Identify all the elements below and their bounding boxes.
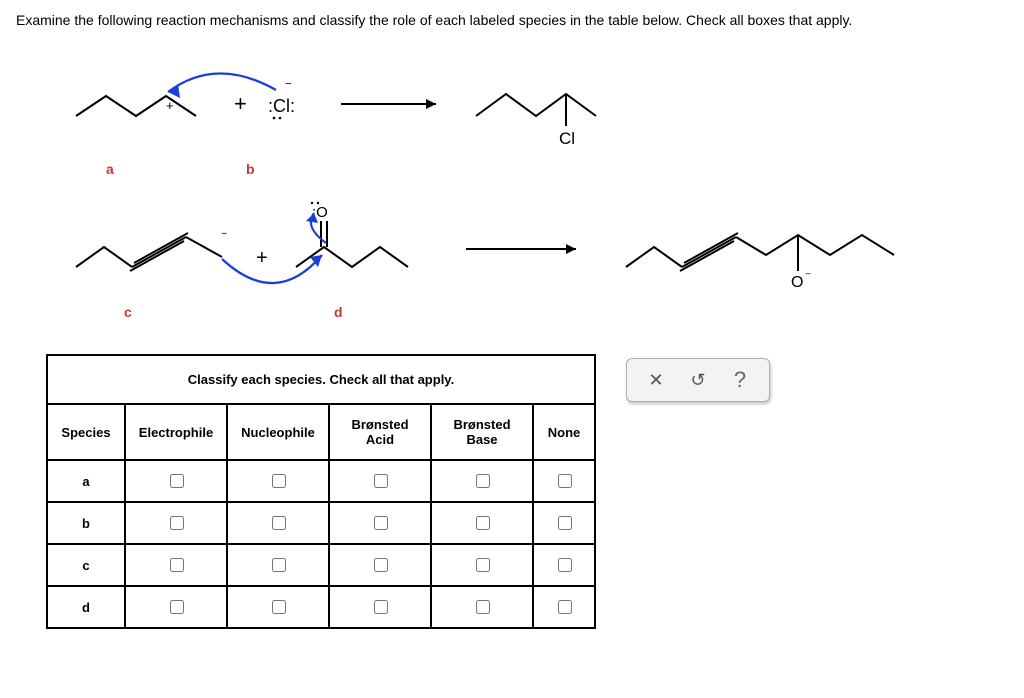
close-button[interactable]: ✕ bbox=[635, 365, 677, 395]
checkbox-d-electrophile[interactable] bbox=[170, 600, 184, 614]
checkbox-a-bronsted-acid[interactable] bbox=[374, 474, 388, 488]
checkbox-c-bronsted-base[interactable] bbox=[476, 558, 490, 572]
checkbox-b-nucleophile[interactable] bbox=[272, 516, 286, 530]
label-a: a bbox=[106, 161, 114, 177]
checkbox-a-nucleophile[interactable] bbox=[272, 474, 286, 488]
mechanism-arrow-1 bbox=[168, 73, 276, 92]
checkbox-b-bronsted-acid[interactable] bbox=[374, 516, 388, 530]
cl-reagent-label: :Cl: bbox=[268, 96, 295, 116]
col-nucleophile: Nucleophile bbox=[227, 404, 329, 460]
instruction-text: Examine the following reaction mechanism… bbox=[16, 12, 1008, 28]
carbocation-plus: + bbox=[166, 98, 174, 113]
checkbox-b-bronsted-base[interactable] bbox=[476, 516, 490, 530]
checkbox-a-electrophile[interactable] bbox=[170, 474, 184, 488]
species-header: Species bbox=[47, 404, 125, 460]
checkbox-c-none[interactable] bbox=[558, 558, 572, 572]
checkbox-a-bronsted-base[interactable] bbox=[476, 474, 490, 488]
table-row: d bbox=[47, 586, 595, 628]
table-title: Classify each species. Check all that ap… bbox=[47, 355, 595, 404]
table-row: b bbox=[47, 502, 595, 544]
row-label-d: d bbox=[47, 586, 125, 628]
table-row: a bbox=[47, 460, 595, 502]
product-o-label: O bbox=[791, 274, 803, 291]
label-d: d bbox=[334, 304, 343, 320]
row-label-c: c bbox=[47, 544, 125, 586]
svg-text:‾: ‾ bbox=[805, 272, 811, 286]
action-toolbar: ✕ ↺ ? bbox=[626, 358, 770, 402]
undo-button[interactable]: ↺ bbox=[677, 365, 719, 395]
plus-sign-1: + bbox=[234, 91, 247, 116]
close-icon: ✕ bbox=[648, 370, 663, 391]
col-none: None bbox=[533, 404, 595, 460]
checkbox-d-none[interactable] bbox=[558, 600, 572, 614]
plus-sign-2: + bbox=[256, 247, 268, 269]
table-row: c bbox=[47, 544, 595, 586]
checkbox-c-electrophile[interactable] bbox=[170, 558, 184, 572]
checkbox-d-bronsted-base[interactable] bbox=[476, 600, 490, 614]
col-electrophile: Electrophile bbox=[125, 404, 227, 460]
checkbox-d-nucleophile[interactable] bbox=[272, 600, 286, 614]
col-bronsted-acid: Brønsted Acid bbox=[329, 404, 431, 460]
reaction-diagrams: + + :Cl: ‾ Cl a b ‾ + bbox=[46, 46, 1008, 342]
row-label-b: b bbox=[47, 502, 125, 544]
checkbox-c-nucleophile[interactable] bbox=[272, 558, 286, 572]
label-b: b bbox=[246, 161, 255, 177]
help-icon: ? bbox=[734, 367, 746, 393]
row-label-a: a bbox=[47, 460, 125, 502]
undo-icon: ↺ bbox=[690, 370, 705, 391]
help-button[interactable]: ? bbox=[719, 365, 761, 395]
checkbox-c-bronsted-acid[interactable] bbox=[374, 558, 388, 572]
reaction-1-svg: + + :Cl: ‾ Cl a b bbox=[46, 46, 866, 186]
checkbox-d-bronsted-acid[interactable] bbox=[374, 600, 388, 614]
reaction-2-svg: ‾ + :O O ‾ c d bbox=[46, 189, 946, 339]
cl-product-label: Cl bbox=[559, 129, 575, 148]
checkbox-b-electrophile[interactable] bbox=[170, 516, 184, 530]
label-c: c bbox=[124, 304, 132, 320]
checkbox-b-none[interactable] bbox=[558, 516, 572, 530]
svg-text:‾: ‾ bbox=[221, 231, 227, 246]
col-bronsted-base: Brønsted Base bbox=[431, 404, 533, 460]
svg-text:‾: ‾ bbox=[285, 81, 292, 97]
classification-table: Classify each species. Check all that ap… bbox=[46, 354, 596, 629]
checkbox-a-none[interactable] bbox=[558, 474, 572, 488]
